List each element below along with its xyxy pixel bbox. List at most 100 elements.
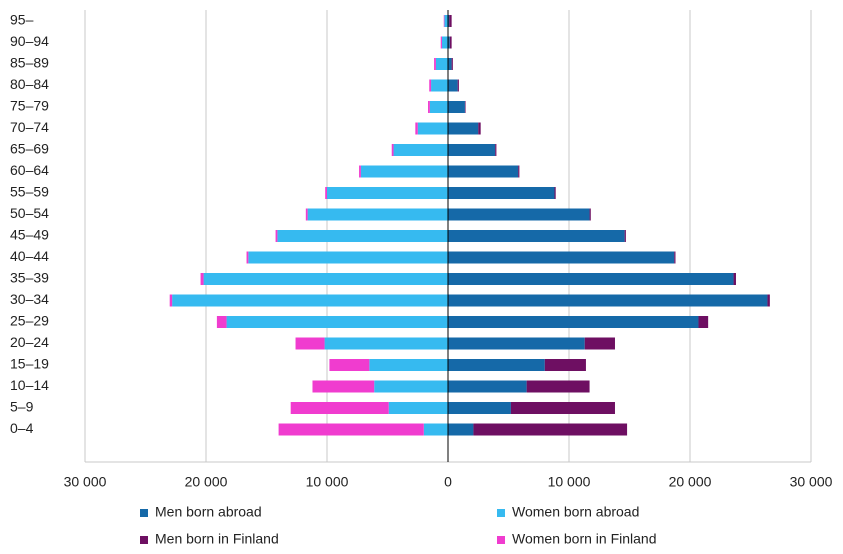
bar: [417, 122, 448, 135]
bar: [518, 165, 520, 178]
bar: [391, 144, 394, 156]
bar: [451, 58, 453, 70]
bar: [216, 316, 227, 328]
bar: [448, 165, 519, 178]
bar: [312, 380, 375, 393]
legend-label: Men born in Finland: [155, 531, 279, 547]
bar: [172, 294, 448, 307]
legend-label: Women born in Finland: [512, 531, 656, 547]
y-tick-label: 95–: [10, 12, 34, 28]
bar: [443, 15, 445, 27]
legend-swatch: [140, 509, 148, 517]
x-tick-label: 20 000: [669, 474, 712, 490]
bar: [325, 187, 327, 199]
legend-label: Women born abroad: [512, 504, 639, 520]
y-tick-label: 15–19: [10, 356, 49, 372]
y-tick-label: 0–4: [10, 420, 34, 436]
bar: [495, 144, 497, 156]
bar: [448, 273, 734, 285]
y-tick-label: 45–49: [10, 227, 49, 243]
bar: [295, 337, 325, 350]
bar: [324, 337, 448, 350]
legend-label: Men born abroad: [155, 504, 262, 520]
bar: [449, 15, 452, 27]
y-tick-label: 35–39: [10, 270, 49, 286]
bar: [248, 251, 448, 264]
bar: [359, 165, 361, 178]
bar: [369, 359, 448, 371]
y-tick-label: 65–69: [10, 141, 49, 157]
bar: [448, 101, 465, 113]
bar: [203, 273, 448, 285]
legend-swatch: [497, 536, 505, 544]
bar: [624, 230, 626, 242]
y-tick-label: 60–64: [10, 162, 49, 178]
bar: [448, 58, 452, 70]
y-tick-label: 10–14: [10, 377, 49, 393]
bar: [448, 251, 675, 264]
bar: [510, 402, 615, 414]
bar: [674, 251, 676, 264]
y-tick-label: 50–54: [10, 205, 49, 221]
y-tick-label: 20–24: [10, 334, 49, 350]
bar: [448, 79, 458, 92]
bar: [449, 36, 452, 49]
bar: [526, 380, 590, 393]
bar: [554, 187, 556, 199]
bar: [428, 101, 430, 113]
y-tick-label: 55–59: [10, 184, 49, 200]
bar: [698, 316, 709, 328]
x-tick-label: 10 000: [548, 474, 591, 490]
bar: [415, 122, 418, 135]
legend-swatch: [497, 509, 505, 517]
y-tick-label: 70–74: [10, 119, 49, 135]
bar: [448, 359, 545, 371]
bar: [374, 380, 448, 393]
x-tick-label: 20 000: [185, 474, 228, 490]
bar: [448, 122, 479, 135]
bar: [360, 165, 448, 178]
y-tick-label: 80–84: [10, 76, 49, 92]
bar: [448, 402, 511, 414]
x-tick-label: 30 000: [790, 474, 833, 490]
bar: [448, 423, 474, 436]
bar: [440, 36, 442, 49]
bar: [441, 36, 448, 49]
bar: [448, 316, 699, 328]
y-tick-label: 30–34: [10, 291, 49, 307]
bar: [429, 79, 432, 92]
bar: [733, 273, 736, 285]
bar: [200, 273, 204, 285]
legend-swatch: [140, 536, 148, 544]
bar: [431, 79, 448, 92]
bar: [448, 36, 450, 49]
bar: [589, 208, 591, 221]
x-tick-label: 10 000: [306, 474, 349, 490]
bar: [457, 79, 459, 92]
y-tick-label: 90–94: [10, 33, 49, 49]
bar: [246, 251, 249, 264]
bar: [448, 337, 585, 350]
y-tick-label: 85–89: [10, 55, 49, 71]
bar: [448, 380, 527, 393]
bar: [478, 122, 481, 135]
bar: [429, 101, 448, 113]
bar: [448, 294, 768, 307]
bar: [767, 294, 770, 307]
x-tick-label: 0: [444, 474, 452, 490]
bar: [275, 230, 278, 242]
bar: [464, 101, 466, 113]
bar: [278, 423, 424, 436]
y-tick-label: 75–79: [10, 98, 49, 114]
bar: [448, 15, 450, 27]
bar: [473, 423, 628, 436]
bar: [305, 208, 308, 221]
bar: [226, 316, 448, 328]
bar: [434, 58, 436, 70]
bar: [423, 423, 448, 436]
bar: [544, 359, 586, 371]
y-tick-label: 25–29: [10, 313, 49, 329]
bar: [277, 230, 448, 242]
bar: [448, 208, 590, 221]
